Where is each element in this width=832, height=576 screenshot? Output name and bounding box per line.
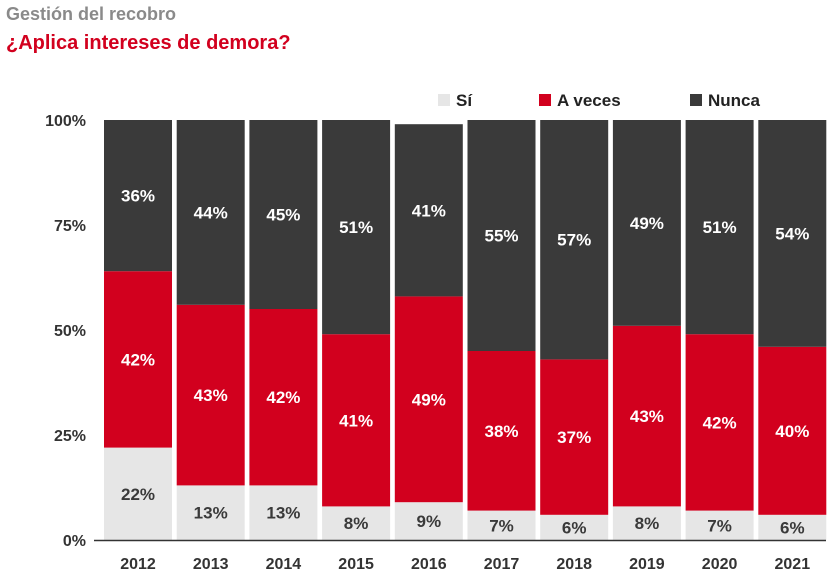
- bar-segment-sí: [394, 502, 463, 540]
- chart-kicker: Gestión del recobro: [6, 4, 177, 24]
- bar-segment-nunca: [322, 120, 391, 335]
- data-label: 7%: [707, 516, 732, 535]
- bar-segment-nunca: [685, 120, 754, 335]
- x-tick-label: 2015: [338, 556, 374, 573]
- bar-segment-a-veces: [467, 351, 536, 511]
- data-label: 42%: [266, 388, 300, 407]
- bar-segment-a-veces: [322, 334, 391, 507]
- bar-segment-nunca: [758, 120, 827, 347]
- bar-segment-sí: [176, 485, 245, 540]
- data-label: 55%: [484, 227, 518, 246]
- bar-segment-a-veces: [758, 346, 827, 515]
- data-label: 44%: [194, 203, 228, 222]
- x-tick-label: 2014: [266, 556, 302, 573]
- data-label: 45%: [266, 206, 300, 225]
- legend-swatch: [438, 94, 450, 106]
- data-label: 6%: [562, 518, 587, 537]
- bar-segment-a-veces: [249, 309, 318, 486]
- legend-label: Sí: [456, 91, 473, 110]
- legend-label: Nunca: [708, 91, 761, 110]
- legend-swatch: [539, 94, 551, 106]
- bar-segment-sí: [758, 514, 827, 540]
- data-label: 6%: [780, 518, 805, 537]
- bar-segment-nunca: [467, 120, 536, 351]
- data-label: 49%: [630, 214, 664, 233]
- data-label: 42%: [703, 413, 737, 432]
- bar-segment-nunca: [540, 120, 609, 360]
- bar-segment-a-veces: [394, 296, 463, 503]
- x-tick-label: 2020: [702, 556, 738, 573]
- data-label: 49%: [412, 390, 446, 409]
- data-label: 40%: [775, 422, 809, 441]
- bar-segment-sí: [249, 485, 318, 540]
- bar-segment-nunca: [176, 120, 245, 305]
- bar-segment-nunca: [249, 120, 318, 309]
- data-label: 41%: [412, 201, 446, 220]
- data-label: 57%: [557, 231, 591, 250]
- data-label: 54%: [775, 224, 809, 243]
- x-tick-label: 2013: [193, 556, 229, 573]
- data-label: 13%: [266, 504, 300, 523]
- x-tick-label: 2019: [629, 556, 665, 573]
- bar-segment-sí: [467, 510, 536, 540]
- data-label: 22%: [121, 485, 155, 504]
- bar-segment-sí: [540, 514, 609, 540]
- data-label: 37%: [557, 428, 591, 447]
- bar-segment-a-veces: [104, 271, 172, 448]
- data-label: 8%: [344, 514, 369, 533]
- data-label: 51%: [703, 218, 737, 237]
- data-label: 51%: [339, 218, 373, 237]
- bar-segment-nunca: [612, 120, 681, 326]
- data-label: 7%: [489, 516, 514, 535]
- bar-segment-a-veces: [685, 334, 754, 511]
- y-tick-label: 0%: [63, 533, 86, 550]
- bar-segment-sí: [322, 506, 391, 540]
- data-label: 38%: [484, 422, 518, 441]
- y-tick-label: 100%: [45, 113, 86, 130]
- x-tick-label: 2016: [411, 556, 447, 573]
- x-tick-label: 2018: [556, 556, 592, 573]
- bar-segment-nunca: [394, 124, 463, 297]
- legend-swatch: [690, 94, 702, 106]
- bar-segment-sí: [612, 506, 681, 540]
- data-label: 13%: [194, 504, 228, 523]
- data-label: 36%: [121, 187, 155, 206]
- chart-title: ¿Aplica intereses de demora?: [6, 32, 291, 54]
- y-tick-label: 25%: [54, 428, 86, 445]
- bar-segment-a-veces: [540, 359, 609, 515]
- legend-label: A veces: [557, 91, 621, 110]
- data-label: 8%: [635, 514, 660, 533]
- data-label: 9%: [417, 512, 442, 531]
- y-tick-label: 50%: [54, 323, 86, 340]
- bar-segment-sí: [104, 447, 172, 540]
- data-label: 41%: [339, 411, 373, 430]
- y-tick-label: 75%: [54, 218, 86, 235]
- x-tick-label: 2012: [120, 556, 156, 573]
- x-tick-label: 2021: [775, 556, 811, 573]
- bar-segment-a-veces: [176, 304, 245, 486]
- data-label: 43%: [194, 386, 228, 405]
- data-label: 43%: [630, 407, 664, 426]
- x-tick-label: 2017: [484, 556, 520, 573]
- bar-segment-sí: [685, 510, 754, 540]
- data-label: 42%: [121, 350, 155, 369]
- bar-segment-a-veces: [612, 325, 681, 507]
- bar-segment-nunca: [104, 120, 172, 272]
